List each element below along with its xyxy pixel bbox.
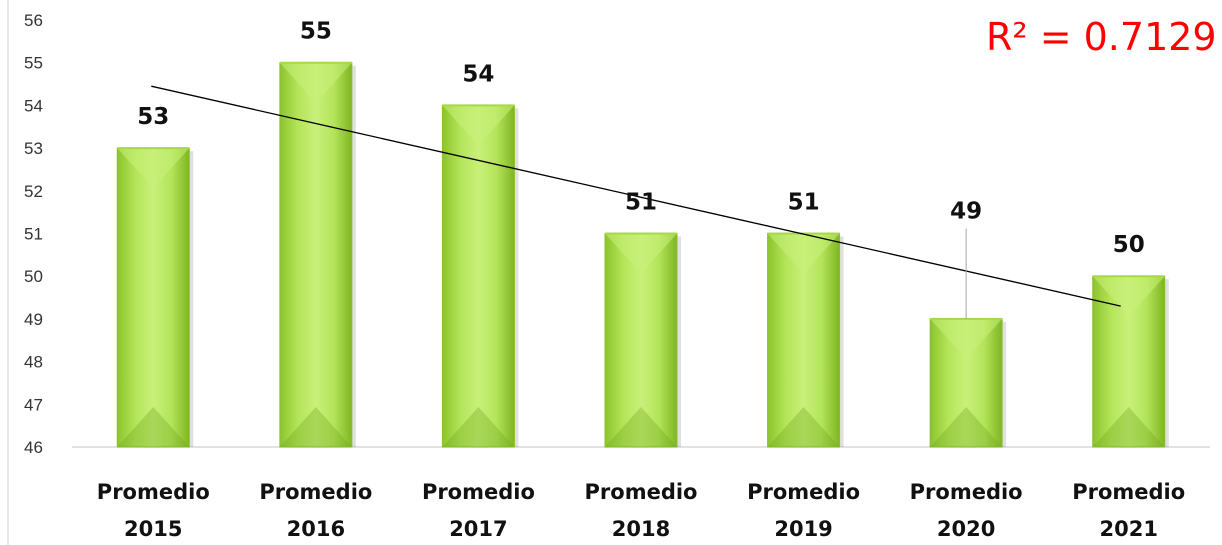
x-category-label: Promedio 2015 <box>97 480 210 541</box>
bar-bevel-top <box>279 62 352 103</box>
trendline <box>151 85 1121 307</box>
bar-bevel-top <box>930 318 1003 359</box>
y-tick-label: 50 <box>24 267 43 286</box>
x-category-label-line1: Promedio <box>422 480 535 504</box>
bar <box>604 232 681 448</box>
bar-bevel-top <box>767 233 840 274</box>
bar-bevel-bottom <box>767 407 840 447</box>
bar-bevel-top <box>442 105 515 146</box>
data-label: 51 <box>625 190 657 216</box>
y-tick-label: 56 <box>24 11 43 30</box>
y-tick-label: 46 <box>24 438 43 457</box>
y-tick-label: 48 <box>24 353 43 372</box>
x-category-label-line1: Promedio <box>585 480 698 504</box>
bar-bevel-bottom <box>279 407 352 447</box>
bar-bevel-bottom <box>930 407 1003 447</box>
y-axis: 46 47 48 49 50 51 52 53 54 55 56 <box>7 0 1210 545</box>
bar <box>116 147 194 448</box>
bar <box>279 61 356 448</box>
bar-bevel-bottom <box>117 407 190 447</box>
data-label: 53 <box>137 104 169 130</box>
trendline-group: R² = 0.7129 <box>151 15 1217 307</box>
bar-body <box>279 62 353 448</box>
x-category-label-line2: 2017 <box>449 517 507 541</box>
x-category-label: Promedio 2021 <box>1072 480 1185 541</box>
bar-body <box>116 147 190 448</box>
y-tick-label: 54 <box>24 96 43 115</box>
bar-bevel-top <box>117 148 190 189</box>
x-category-label: Promedio 2019 <box>747 480 860 541</box>
bar-bevel-bottom <box>442 407 515 447</box>
x-category-label-line2: 2019 <box>774 517 832 541</box>
data-label: 55 <box>300 19 332 45</box>
bar-bevel-bottom <box>605 407 677 447</box>
x-category-label-line2: 2016 <box>287 517 345 541</box>
y-tick-label: 52 <box>24 182 43 201</box>
y-tick-label: 51 <box>24 225 43 244</box>
bar <box>767 232 844 448</box>
y-tick-label: 55 <box>24 54 43 73</box>
data-label: 54 <box>462 61 494 87</box>
bar <box>1092 275 1169 448</box>
x-category-label-line2: 2018 <box>612 517 670 541</box>
data-label: 49 <box>950 199 982 225</box>
x-category-label-line1: Promedio <box>259 480 372 504</box>
x-category-label: Promedio 2018 <box>585 480 698 541</box>
y-tick-label: 53 <box>24 139 43 158</box>
x-category-label: Promedio 2016 <box>259 480 372 541</box>
x-category-label-line2: 2021 <box>1099 517 1157 541</box>
bar-body <box>441 104 515 448</box>
y-tick-label: 47 <box>24 395 43 414</box>
bar <box>929 317 1007 448</box>
x-category-label: Promedio 2017 <box>422 480 535 541</box>
x-category-label-line1: Promedio <box>97 480 210 504</box>
bar <box>441 104 519 448</box>
bars <box>116 61 1169 448</box>
x-category-label-line1: Promedio <box>747 480 860 504</box>
bar-bevel-top <box>605 233 677 274</box>
bar-bevel-top <box>1092 276 1165 317</box>
x-category-label-line2: 2020 <box>937 517 995 541</box>
x-category-label-line1: Promedio <box>910 480 1023 504</box>
bar-bevel-bottom <box>1092 407 1165 447</box>
r-squared-label: R² = 0.7129 <box>986 15 1217 59</box>
x-category-label-line1: Promedio <box>1072 480 1185 504</box>
x-category-label-line2: 2015 <box>124 517 182 541</box>
x-category-label: Promedio 2020 <box>910 480 1023 541</box>
data-label: 50 <box>1113 232 1145 258</box>
y-tick-label: 49 <box>24 310 43 329</box>
data-label: 51 <box>788 190 820 216</box>
